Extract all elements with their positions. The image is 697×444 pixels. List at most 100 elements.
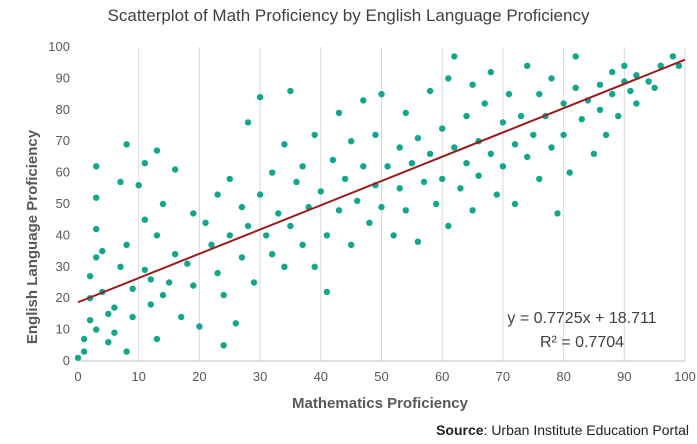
data-point <box>524 62 531 69</box>
data-point <box>123 241 130 248</box>
x-tick-label: 70 <box>496 369 510 384</box>
data-point <box>426 150 434 157</box>
data-point <box>360 97 367 104</box>
data-point <box>396 144 403 151</box>
data-point <box>499 119 507 126</box>
data-point <box>214 269 221 277</box>
data-point <box>378 203 385 211</box>
data-point <box>117 263 124 270</box>
data-point <box>390 232 397 239</box>
data-point <box>202 219 209 226</box>
data-point <box>511 141 519 148</box>
data-point <box>414 134 422 142</box>
data-point <box>578 116 585 123</box>
data-point <box>190 282 197 289</box>
data-point <box>256 191 264 198</box>
data-point <box>457 185 464 192</box>
data-point <box>93 163 100 170</box>
data-point <box>402 109 409 117</box>
x-tick-label: 90 <box>617 369 631 384</box>
y-tick-label: 80 <box>56 102 70 117</box>
data-point <box>99 247 106 255</box>
data-point <box>511 200 519 208</box>
data-point <box>147 301 154 308</box>
y-tick-label: 0 <box>63 353 70 368</box>
x-tick-label: 10 <box>131 369 145 384</box>
data-point <box>147 276 154 283</box>
data-point <box>238 203 246 211</box>
data-point <box>281 263 288 270</box>
data-point <box>220 291 227 299</box>
data-point <box>609 90 616 98</box>
data-point <box>153 335 161 343</box>
data-point <box>414 238 422 245</box>
x-tick-label: 30 <box>253 369 267 384</box>
data-point <box>548 75 555 82</box>
x-axis-label: Mathematics Proficiency <box>292 395 469 412</box>
data-point <box>560 100 567 107</box>
data-point <box>445 222 452 230</box>
data-point <box>469 81 476 88</box>
data-point <box>439 175 446 183</box>
data-point <box>645 78 652 85</box>
y-axis-label: English Language Proficiency <box>24 129 41 344</box>
data-point <box>536 90 543 98</box>
data-point <box>93 194 100 201</box>
data-point <box>408 160 416 167</box>
data-point <box>184 260 191 267</box>
data-point <box>299 241 306 248</box>
x-tick-label: 50 <box>374 369 388 384</box>
data-point <box>420 178 428 186</box>
trendline <box>77 58 686 304</box>
data-point <box>360 163 367 170</box>
data-point <box>487 68 494 76</box>
x-tick-label: 60 <box>435 369 449 384</box>
y-tick-label: 40 <box>56 227 70 242</box>
data-point <box>256 94 264 101</box>
data-point <box>86 273 94 280</box>
data-point <box>451 53 458 60</box>
x-tick-label: 80 <box>556 369 570 384</box>
data-point <box>86 317 94 324</box>
data-point <box>226 175 233 183</box>
data-point <box>111 329 118 336</box>
data-point <box>293 178 300 186</box>
data-point <box>171 166 179 173</box>
data-point <box>105 339 112 346</box>
data-point <box>335 207 343 214</box>
y-tick-label: 100 <box>48 39 70 54</box>
data-point <box>123 348 130 355</box>
data-point <box>281 141 288 148</box>
data-point <box>93 326 100 333</box>
data-point <box>469 207 476 214</box>
trendline-line <box>77 58 686 304</box>
y-tick-label: 90 <box>56 70 70 85</box>
data-point <box>548 144 555 151</box>
x-tick-label: 100 <box>674 369 696 384</box>
data-point <box>633 72 640 79</box>
data-point <box>451 144 458 151</box>
data-point <box>505 90 513 98</box>
data-point <box>481 100 488 107</box>
data-point <box>633 100 640 107</box>
data-point <box>596 81 604 88</box>
data-point <box>299 163 306 170</box>
data-point <box>141 266 148 274</box>
data-point <box>615 112 622 120</box>
data-point <box>93 254 100 261</box>
data-point <box>214 191 221 198</box>
data-point <box>329 156 337 164</box>
data-point <box>341 175 349 183</box>
data-point <box>621 62 628 69</box>
data-point <box>439 125 446 132</box>
data-point <box>366 219 373 226</box>
data-point <box>238 254 246 261</box>
data-point <box>517 112 525 120</box>
data-point <box>572 53 579 60</box>
data-point <box>560 131 567 139</box>
data-point <box>554 210 561 217</box>
data-point <box>287 87 294 95</box>
axes: 0 10 20 30 40 50 60 70 80 90 100 0 10 20 30 40 50 60 70 80 9… <box>48 39 696 384</box>
data-point <box>311 263 318 270</box>
data-point <box>135 182 142 189</box>
